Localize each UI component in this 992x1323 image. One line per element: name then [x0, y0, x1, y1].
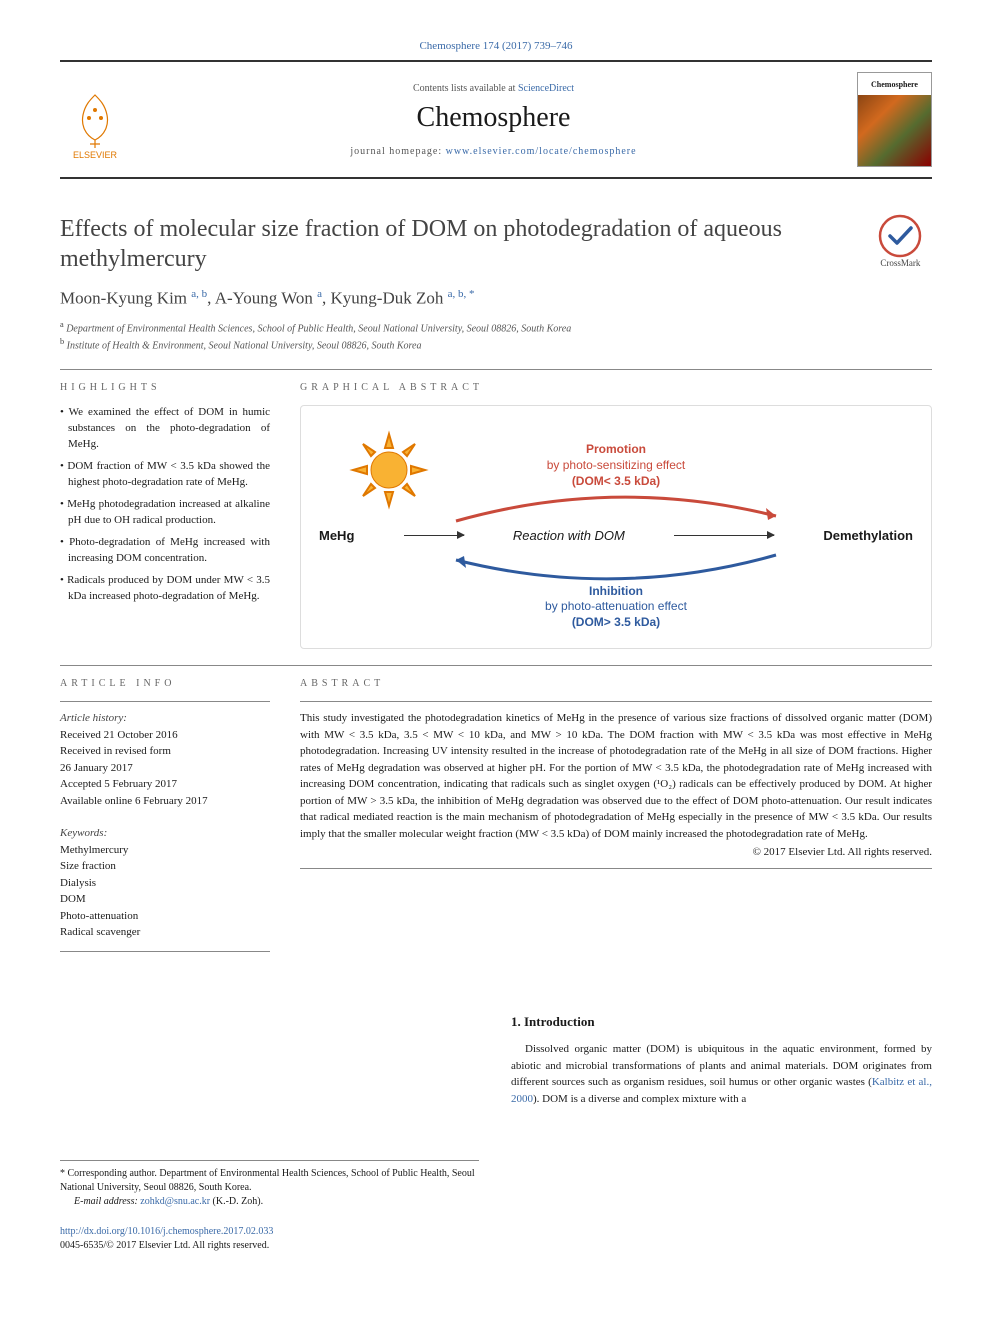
article-info-label: ARTICLE INFO	[60, 678, 270, 689]
copyright-line: © 2017 Elsevier Ltd. All rights reserved…	[300, 846, 932, 858]
inhibition-label: Inhibition by photo-attenuation effect (…	[496, 584, 736, 631]
intro-paragraph: Dissolved organic matter (DOM) is ubiqui…	[511, 1041, 932, 1107]
article-info: Article history: Received 21 October 201…	[60, 710, 270, 941]
elsevier-tree-icon	[65, 90, 125, 150]
flow-center: Reaction with DOM	[513, 528, 625, 543]
keywords-list: Methylmercury Size fraction Dialysis DOM…	[60, 842, 270, 941]
highlight-item: Photo-degradation of MeHg increased with…	[60, 535, 270, 567]
sun-icon	[349, 430, 429, 510]
authors-line: Moon-Kyung Kim a, b, A-Young Won a, Kyun…	[60, 288, 932, 309]
abstract-label: ABSTRACT	[300, 678, 932, 689]
divider	[60, 665, 932, 666]
promotion-label: Promotion by photo-sensitizing effect (D…	[496, 442, 736, 489]
article-title: Effects of molecular size fraction of DO…	[60, 214, 849, 274]
running-citation: Chemosphere 174 (2017) 739–746	[60, 40, 932, 52]
elsevier-logo-text: ELSEVIER	[73, 150, 117, 160]
doi-block: http://dx.doi.org/10.1016/j.chemosphere.…	[60, 1225, 932, 1253]
sciencedirect-link[interactable]: ScienceDirect	[518, 83, 574, 94]
arrow-icon	[674, 535, 774, 536]
intro-heading: 1. Introduction	[511, 1012, 932, 1032]
highlight-item: MeHg photodegradation increased at alkal…	[60, 497, 270, 529]
affiliations: a Department of Environmental Health Sci…	[60, 319, 932, 354]
abstract-text: This study investigated the photodegrada…	[300, 710, 932, 842]
highlight-item: Radicals produced by DOM under MW < 3.5 …	[60, 573, 270, 605]
flow-left: MeHg	[319, 528, 354, 543]
divider	[60, 369, 932, 370]
homepage-link[interactable]: www.elsevier.com/locate/chemosphere	[446, 146, 637, 157]
introduction-section: 1. Introduction Dissolved organic matter…	[60, 1012, 932, 1132]
flow-right: Demethylation	[823, 528, 913, 543]
arrow-icon	[404, 535, 464, 536]
journal-cover-thumb: Chemosphere	[857, 72, 932, 167]
email-link[interactable]: zohkd@snu.ac.kr	[140, 1196, 210, 1207]
contents-available: Contents lists available at ScienceDirec…	[150, 83, 837, 94]
crossmark-label: CrossMark	[880, 258, 920, 268]
corresponding-footnote: * Corresponding author. Department of En…	[60, 1160, 479, 1209]
highlight-item: DOM fraction of MW < 3.5 kDa showed the …	[60, 459, 270, 491]
journal-title: Chemosphere	[150, 102, 837, 134]
journal-cover-image	[858, 95, 931, 166]
graphical-abstract: Promotion by photo-sensitizing effect (D…	[300, 405, 932, 649]
crossmark-badge[interactable]: CrossMark	[869, 214, 932, 268]
journal-cover-label: Chemosphere	[858, 73, 931, 95]
highlight-item: We examined the effect of DOM in humic s…	[60, 405, 270, 453]
reaction-flow: MeHg Reaction with DOM Demethylation	[319, 528, 913, 543]
crossmark-icon	[878, 214, 922, 258]
highlights-list: We examined the effect of DOM in humic s…	[60, 405, 270, 604]
doi-link[interactable]: http://dx.doi.org/10.1016/j.chemosphere.…	[60, 1226, 273, 1237]
highlights-label: HIGHLIGHTS	[60, 382, 270, 393]
journal-homepage: journal homepage: www.elsevier.com/locat…	[150, 146, 837, 157]
journal-header: ELSEVIER Contents lists available at Sci…	[60, 60, 932, 179]
promotion-arrow	[436, 486, 796, 526]
elsevier-logo: ELSEVIER	[60, 80, 130, 160]
graphical-abstract-label: GRAPHICAL ABSTRACT	[300, 382, 932, 393]
